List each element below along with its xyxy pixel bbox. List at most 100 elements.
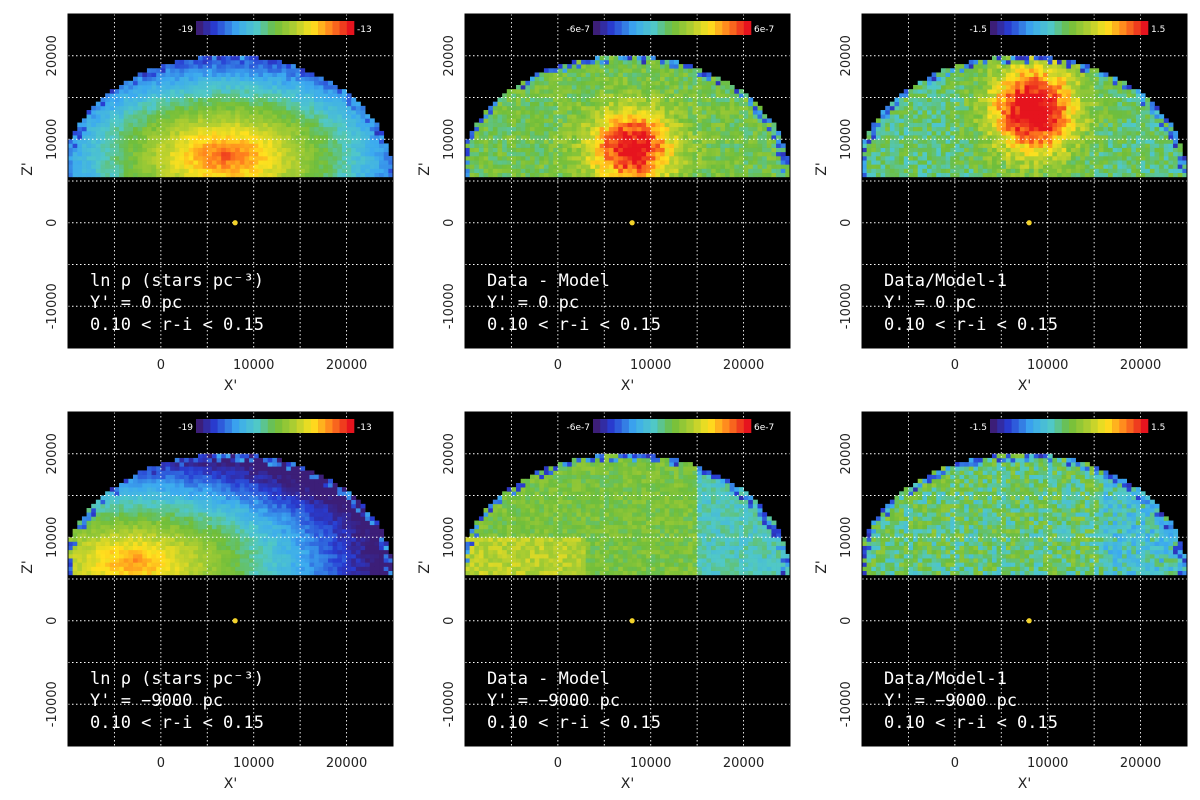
p1-cell — [678, 93, 684, 98]
p2-cell — [1149, 164, 1155, 169]
p0-cell — [198, 55, 203, 61]
p0-cell — [239, 172, 245, 178]
p2-cell — [1089, 97, 1095, 103]
p0-cell — [360, 168, 366, 173]
p2-cell — [1070, 164, 1076, 169]
p0-cell — [202, 139, 208, 144]
p2-cell — [1005, 135, 1011, 140]
p2-cell — [917, 118, 923, 123]
p2-cell — [964, 105, 970, 111]
p1-cell — [520, 80, 526, 86]
p1-cell — [571, 72, 577, 77]
p2-cell — [1033, 122, 1039, 128]
p1-cell — [646, 97, 652, 103]
p0-cell — [235, 126, 241, 132]
p2-cell — [931, 172, 937, 178]
p2-cell — [1047, 160, 1053, 165]
p0-cell — [133, 114, 138, 119]
p2-cell — [1061, 72, 1067, 77]
p2-cell — [968, 101, 974, 107]
p0-cell — [142, 160, 148, 165]
p1-cell — [715, 172, 721, 178]
p0-cell — [365, 143, 371, 148]
p2-cell — [1163, 122, 1169, 128]
p0-cell — [211, 151, 217, 157]
p1-cell — [567, 130, 573, 136]
p2-cell — [982, 155, 988, 161]
p0-cell — [281, 64, 287, 69]
p2-cell — [1001, 118, 1007, 123]
p2-cell — [968, 151, 974, 157]
p1-cell — [581, 101, 587, 107]
p2-cell — [913, 110, 919, 115]
p1-cell — [673, 126, 679, 132]
p0-colorbar-segment — [217, 21, 226, 35]
p1-cell — [683, 110, 689, 115]
p2-cell — [1080, 122, 1086, 128]
p1-cell — [567, 110, 573, 115]
p2-cell — [992, 135, 997, 140]
p2-cell — [1108, 114, 1114, 119]
p0-cell — [207, 101, 213, 107]
p2-cell — [1001, 68, 1007, 73]
p2-cell — [1061, 80, 1067, 86]
p2-cell — [1122, 164, 1127, 169]
p0-cell — [314, 118, 320, 123]
p2-cell — [1019, 147, 1025, 153]
p0-cell — [263, 118, 268, 123]
p2-cell — [908, 147, 914, 153]
p1-cell — [692, 139, 698, 144]
p1-cell — [734, 126, 740, 132]
p0-cell — [355, 114, 361, 119]
p1-cell — [613, 130, 619, 136]
p1-cell — [539, 172, 545, 178]
p0-cell — [174, 126, 180, 132]
p1-cell — [562, 76, 568, 82]
p1-cell — [488, 114, 494, 119]
p2-cell — [1038, 89, 1044, 94]
p0-cell — [77, 151, 83, 157]
p0-cell — [295, 135, 301, 140]
p1-cell — [576, 64, 582, 69]
p0-cell — [281, 76, 287, 82]
p0-cell — [360, 118, 366, 123]
p0-cell — [81, 126, 87, 132]
p0-cell — [77, 172, 83, 178]
p2-cell — [1117, 97, 1123, 103]
p2-cell — [1112, 93, 1118, 98]
p1-cell — [539, 151, 545, 157]
p1-cell — [701, 118, 707, 123]
p0-cell — [91, 160, 97, 165]
p0-cell — [309, 110, 315, 115]
p2-cell — [992, 139, 997, 144]
p1-cell — [585, 135, 591, 140]
p2-cell — [945, 143, 951, 148]
p0-cell — [249, 68, 255, 73]
p2-cell — [1154, 126, 1160, 132]
p2-cell — [940, 97, 946, 103]
p1-cell — [613, 114, 619, 119]
p1-cell — [613, 168, 619, 173]
p2-cell — [1098, 114, 1104, 119]
p2-cell — [1126, 155, 1132, 161]
p0-cell — [128, 101, 134, 107]
p1-cell — [660, 110, 665, 115]
p1-cell — [492, 164, 498, 169]
p2-cell — [903, 135, 909, 140]
p1-cell — [738, 93, 744, 98]
p0-cell — [300, 160, 306, 165]
p2-cell — [996, 84, 1002, 90]
p0-cell — [170, 147, 176, 153]
p1-cell — [548, 160, 554, 165]
p1-cell — [729, 93, 735, 98]
p0-cell — [318, 76, 324, 82]
p1-cell — [720, 135, 726, 140]
p2-cell — [885, 110, 891, 115]
p0-cell — [81, 139, 87, 144]
p0-cell — [77, 126, 83, 132]
p1-cell — [543, 110, 549, 115]
p0-cell — [290, 151, 296, 157]
p2-cell — [1080, 139, 1086, 144]
p1-cell — [673, 68, 679, 73]
p2-cell — [1057, 172, 1062, 178]
